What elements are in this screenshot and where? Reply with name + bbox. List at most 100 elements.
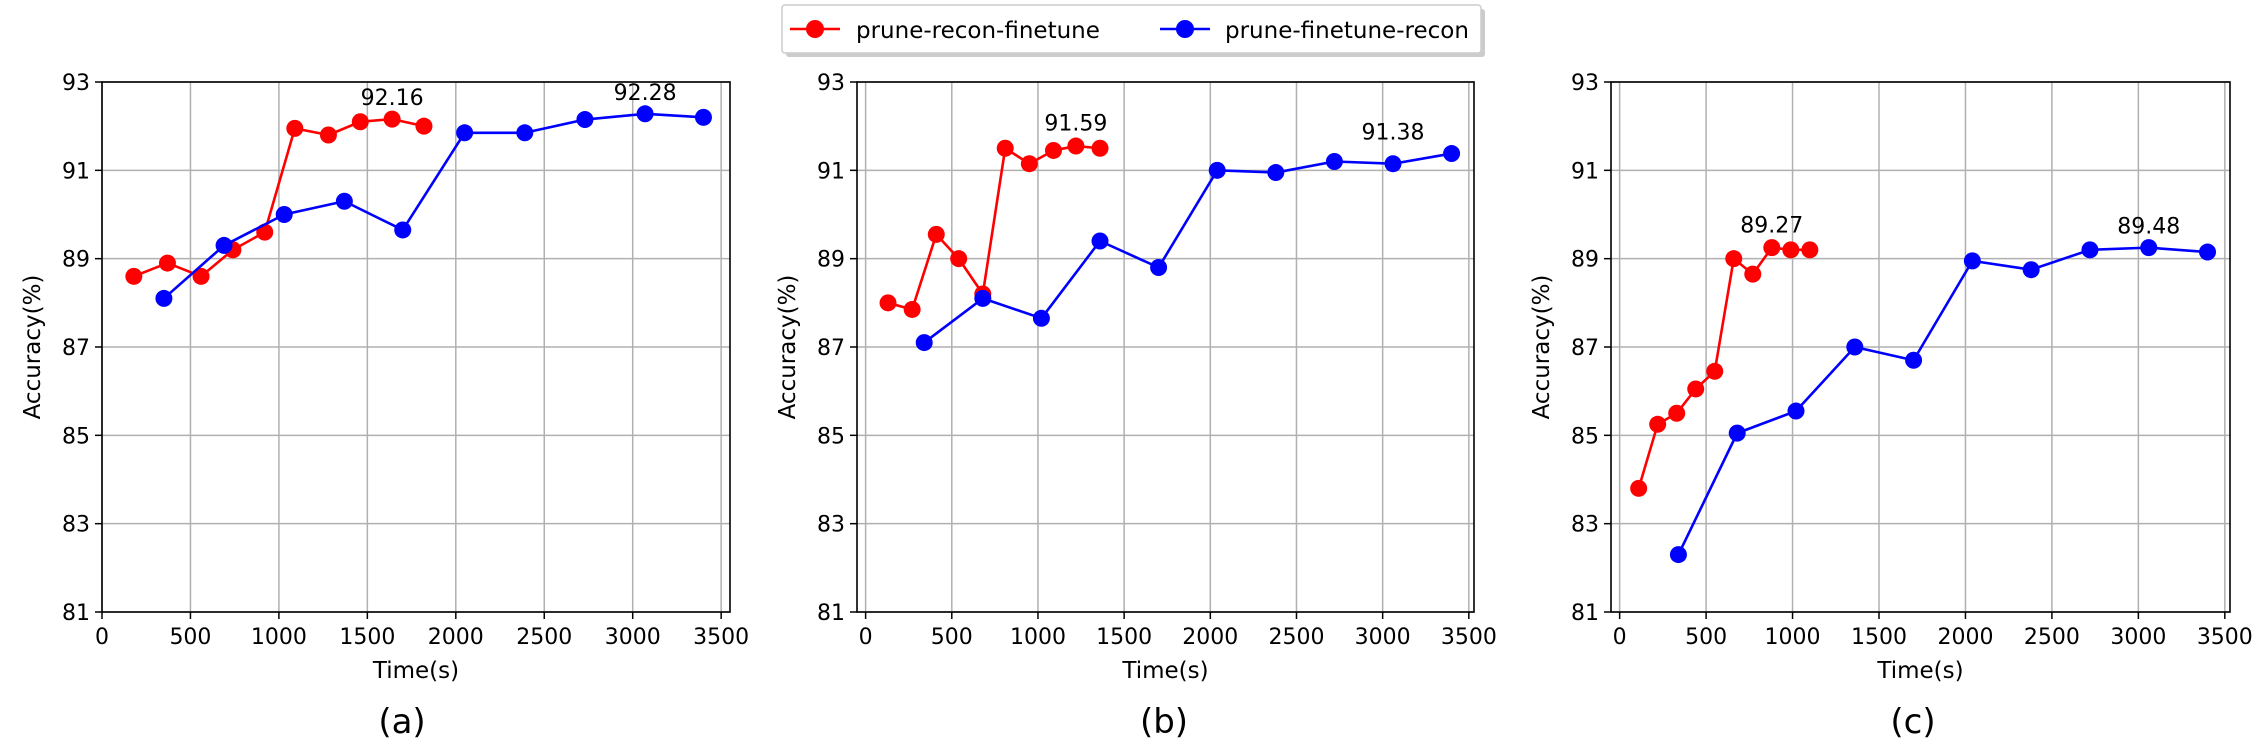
chart-3-series-2-point [1787,402,1805,420]
chart-1-series-1-point [286,119,304,137]
chart-1-ytick-label: 81 [62,601,90,626]
chart-3-series-line-2 [1677,246,2208,556]
charts: 92.16 92.28 0 500 1000 1500 2000 2500 3000 3500 81… [20,71,2253,742]
chart-2-series-1-point [1067,137,1085,155]
chart-3-xtick-label: 500 [1685,625,1727,650]
chart-1-ytick-label: 91 [62,159,90,184]
chart-1-series-2-point [215,236,233,254]
chart-3-series-1-point [1763,239,1781,257]
chart-3-series-1-point [1630,479,1648,497]
chart-3-xtick-label: 2000 [1937,625,1993,650]
chart-2-ytick-label: 81 [817,601,845,626]
chart-2-ytick-label: 93 [817,71,845,96]
chart-2-series-1-point [879,294,897,312]
chart-1-series-1-point [125,267,143,285]
chart-3-series-1-point [1744,265,1762,283]
chart-1-series-2-point [694,108,712,126]
chart-2-xtick-label: 2500 [1268,625,1324,650]
chart-2-series-2-point [1208,161,1226,179]
chart-2-series-1-point [1020,155,1038,173]
chart-3-series-2-point [1963,252,1981,270]
chart-1-annotation: 92.16 [361,86,424,111]
chart-1-xtick-label: 2500 [516,625,572,650]
chart-3-ytick-label: 83 [1571,513,1599,538]
chart-3-xtick-label: 3000 [2110,625,2166,650]
chart-1-series-2-point [335,192,353,210]
chart-1-ytick-label: 85 [62,424,90,449]
chart-3-series-2-point [2022,261,2040,279]
chart-2-xtick-label: 1500 [1096,625,1152,650]
chart-1-xtick-label: 2000 [428,625,484,650]
chart-3-series-2-point [1905,351,1923,369]
chart-1: 92.16 92.28 0 500 1000 1500 2000 2500 3000 3500 81… [20,71,749,742]
chart-3-ytick-label: 85 [1571,424,1599,449]
chart-3-ylabel: Accuracy(%) [1529,275,1555,420]
chart-3-series-2-point [2140,239,2158,257]
chart-2-ytick-label: 83 [817,513,845,538]
chart-1-xtick-label: 1500 [339,625,395,650]
chart-2-series-1-point [1091,139,1109,157]
chart-1-series-2-point [516,124,534,142]
chart-3-xtick-label: 1000 [1765,625,1821,650]
chart-3-series-2-point [1669,546,1687,564]
chart-2-series-1-point [927,225,945,243]
chart-2-ytick-label: 87 [817,336,845,361]
chart-2-series-2-point [1267,164,1285,182]
chart-2-ytick-label: 89 [817,248,845,273]
chart-2-xtick-label: 0 [859,625,873,650]
legend-box [781,4,1482,54]
chart-3-ytick-label: 81 [1571,601,1599,626]
legend-entry-2: prune-finetune-recon [1160,18,1469,44]
chart-3-ytick-label: 87 [1571,336,1599,361]
chart-2-ytick-label: 85 [817,424,845,449]
chart-3-series-1-point [1687,380,1705,398]
chart-3-series-line-1 [1637,246,1810,489]
chart-3: 89.27 89.48 0 500 1000 1500 2000 2500 3000 3500 81… [1529,71,2253,742]
chart-3-xlabel: Time(s) [1876,658,1963,684]
chart-2-series-2-point [1032,309,1050,327]
chart-1-ytick-label: 89 [62,248,90,273]
chart-3-xtick-label: 0 [1613,625,1627,650]
chart-1-series-1-point [351,113,369,131]
chart-2-annotation: 91.38 [1362,121,1425,146]
chart-1-series-2-point [155,289,173,307]
chart-1-series-1-point [415,117,433,135]
chart-3-ytick-label: 93 [1571,71,1599,96]
chart-2-xtick-label: 3000 [1355,625,1411,650]
chart-1-ylabel: Accuracy(%) [20,275,46,420]
legend-marker-1 [806,20,824,38]
chart-1-series-1-point [192,267,210,285]
chart-3-series-1-point [1706,362,1724,380]
chart-2-ytick-label: 91 [817,159,845,184]
chart-2-xtick-label: 500 [931,625,973,650]
legend-marker-2 [1176,20,1194,38]
chart-3-series-2-point [1728,424,1746,442]
chart-2-xtick-label: 3500 [1441,625,1497,650]
chart-1-annotation: 92.28 [614,81,677,106]
chart-3-caption: (c) [1890,702,1935,742]
chart-1-series-1-point [383,110,401,128]
chart-2-series-1-point [996,139,1014,157]
chart-3-ytick-label: 89 [1571,248,1599,273]
legend-label-1: prune-recon-finetune [856,18,1100,44]
chart-2-series-2-point [1325,153,1343,170]
chart-3-series-1-point [1725,250,1743,268]
chart-2: 91.59 91.38 0 500 1000 1500 2000 2500 3000 3500 81… [775,71,1497,742]
chart-2-series-2-point [1091,232,1109,250]
chart-3-xtick-label: 1500 [1851,625,1907,650]
chart-1-xtick-label: 3000 [605,625,661,650]
chart-2-series-1-point [903,300,921,318]
chart-1-ytick-label: 87 [62,336,90,361]
chart-1-series-1-point [319,126,337,144]
chart-2-xlabel: Time(s) [1121,658,1208,684]
chart-3-series-2-point [2081,241,2099,259]
chart-3-series-1-point [1649,415,1667,433]
chart-2-caption: (b) [1140,702,1188,742]
chart-1-xtick-label: 0 [95,625,109,650]
legend-label-2: prune-finetune-recon [1225,18,1469,44]
chart-1-series-line-1 [133,117,425,278]
chart-2-series-2-point [1443,145,1461,163]
chart-3-annotation: 89.27 [1740,214,1803,239]
chart-2-series-2-point [1384,155,1402,173]
